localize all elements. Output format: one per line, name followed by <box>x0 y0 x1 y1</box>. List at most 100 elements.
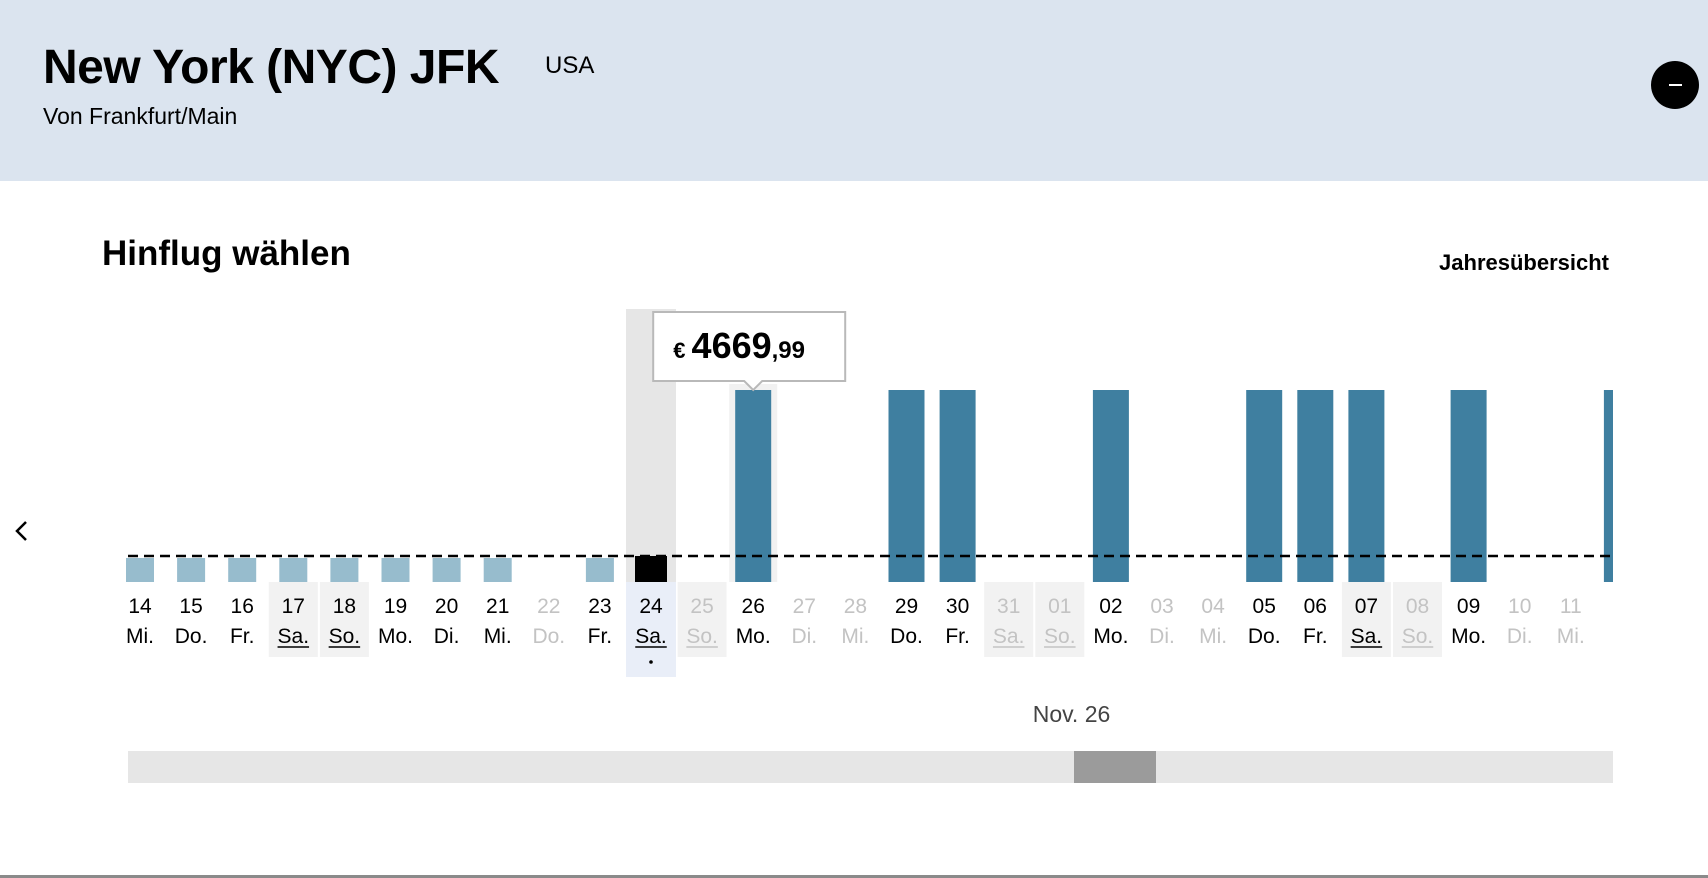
year-overview-link[interactable]: Jahresübersicht <box>1439 250 1609 275</box>
weekend-bg <box>268 582 318 657</box>
day-column-0[interactable]: 14 Mi. <box>126 558 154 648</box>
day-column-15[interactable]: 29 Do. <box>888 390 925 648</box>
day-number: 30 <box>946 595 969 618</box>
day-column-3[interactable]: 17 Sa. <box>268 558 318 657</box>
price-bar[interactable] <box>888 390 925 582</box>
tooltip-price: € 4669,99 <box>673 325 805 366</box>
weekend-bg <box>1341 582 1391 657</box>
destination-header: New York (NYC) JFK USA Von Frankfurt/Mai… <box>0 0 1708 181</box>
price-bar[interactable] <box>483 558 512 582</box>
day-number: 15 <box>179 595 202 618</box>
weekday-label: So. <box>1402 625 1434 648</box>
day-column-6[interactable]: 20 Di. <box>432 558 461 648</box>
day-number: 25 <box>690 595 713 618</box>
price-bar[interactable] <box>1092 390 1129 582</box>
weekday-label: Fr. <box>945 625 970 648</box>
day-column-16[interactable]: 30 Fr. <box>939 390 976 648</box>
weekday-label: Do. <box>175 625 208 648</box>
weekday-label: Mi. <box>1199 625 1227 648</box>
day-column-25: 08 So. <box>1393 582 1442 657</box>
weekday-label: Mi. <box>484 625 512 648</box>
price-bar[interactable] <box>330 558 359 582</box>
day-column-5[interactable]: 19 Mo. <box>378 558 413 648</box>
day-number: 31 <box>997 595 1020 618</box>
day-column-28: 11 Mi. <box>1557 595 1585 648</box>
day-number: 04 <box>1201 595 1225 618</box>
origin-label: Von Frankfurt/Main <box>43 103 238 129</box>
price-bar[interactable] <box>1450 390 1487 582</box>
weekday-label: Mo. <box>1451 625 1486 648</box>
timeline-scrollbar[interactable] <box>128 751 1613 783</box>
price-bar[interactable] <box>381 558 410 582</box>
weekend-bg <box>984 582 1034 657</box>
weekday-label: Fr. <box>1303 625 1328 648</box>
weekday-label: Sa. <box>278 625 310 648</box>
day-number: 27 <box>793 595 816 618</box>
day-number: 1 <box>1616 595 1628 618</box>
day-number: 10 <box>1508 595 1531 618</box>
day-number: 20 <box>435 595 458 618</box>
day-column-11: 25 So. <box>677 582 727 657</box>
price-bar[interactable] <box>228 558 257 582</box>
day-number: 18 <box>333 595 356 618</box>
day-number: 02 <box>1099 595 1122 618</box>
price-bar[interactable] <box>126 558 154 582</box>
day-column-24[interactable]: 07 Sa. <box>1341 390 1391 657</box>
day-number: 19 <box>384 595 407 618</box>
section-title: Hinflug wählen <box>102 234 351 273</box>
collapse-button[interactable] <box>1651 61 1699 109</box>
weekday-label: Di. <box>434 625 460 648</box>
day-column-23[interactable]: 06 Fr. <box>1297 390 1334 648</box>
day-column-22[interactable]: 05 Do. <box>1246 390 1283 648</box>
day-number: 09 <box>1457 595 1480 618</box>
weekday-label: Mi. <box>841 625 869 648</box>
weekend-bg <box>1393 582 1442 657</box>
tooltip-box <box>652 311 847 392</box>
day-number: 08 <box>1406 595 1429 618</box>
price-bar[interactable] <box>1348 390 1385 582</box>
day-column-27: 10 Di. <box>1507 595 1533 648</box>
weekend-bg <box>319 582 369 657</box>
day-column-21: 04 Mi. <box>1199 595 1227 648</box>
day-column-19[interactable]: 02 Mo. <box>1092 390 1129 648</box>
day-column-7[interactable]: 21 Mi. <box>483 558 512 648</box>
price-bar-selected[interactable] <box>635 556 667 582</box>
day-column-4[interactable]: 18 So. <box>319 558 369 657</box>
price-bar[interactable] <box>1603 390 1640 582</box>
day-column-1[interactable]: 15 Do. <box>175 558 208 648</box>
day-column-14: 28 Mi. <box>841 595 869 648</box>
day-column-2[interactable]: 16 Fr. <box>228 558 257 648</box>
tooltip-price-main: 4669 <box>692 325 772 366</box>
day-column-12[interactable]: 26 Mo. <box>729 384 778 648</box>
price-bar[interactable] <box>1246 390 1283 582</box>
day-column-29[interactable]: 1D <box>1603 390 1640 648</box>
weekend-bg <box>677 582 727 657</box>
day-number: 01 <box>1048 595 1071 618</box>
tooltip-currency: € <box>673 338 691 363</box>
chevron-left-icon[interactable] <box>10 518 34 544</box>
tooltip-price-cents: ,99 <box>772 337 805 364</box>
weekend-bg <box>1035 582 1085 657</box>
day-number: 16 <box>231 595 254 618</box>
price-bar[interactable] <box>1297 390 1334 582</box>
day-column-10[interactable]: 24 Sa. <box>626 309 676 677</box>
day-column-8: 22 Do. <box>532 595 565 648</box>
price-bar[interactable] <box>939 390 976 582</box>
weekday-label: So. <box>686 625 718 648</box>
timeline-scroll-thumb[interactable] <box>1074 751 1156 783</box>
bottom-divider <box>0 875 1708 878</box>
month-label: Nov. 26 <box>1032 701 1111 727</box>
price-bar[interactable] <box>177 558 206 582</box>
day-column-13: 27 Di. <box>791 595 817 648</box>
price-bar[interactable] <box>279 558 308 582</box>
price-bar[interactable] <box>585 558 614 582</box>
day-number: 03 <box>1150 595 1173 618</box>
price-bar[interactable] <box>735 390 772 582</box>
day-column-9[interactable]: 23 Fr. <box>585 558 614 648</box>
weekday-label: Do. <box>532 625 565 648</box>
day-column-20: 03 Di. <box>1149 595 1175 648</box>
weekday-label: Mo. <box>1093 625 1128 648</box>
day-column-26[interactable]: 09 Mo. <box>1450 390 1487 648</box>
price-bar[interactable] <box>432 558 461 582</box>
